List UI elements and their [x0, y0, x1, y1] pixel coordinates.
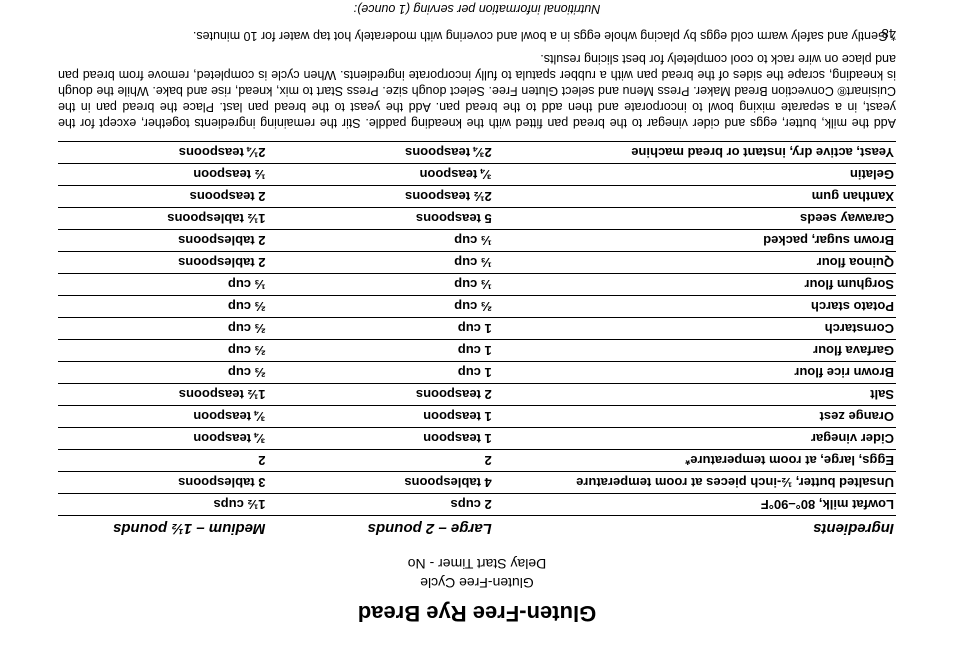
table-row: Garfava flour1 cup⅔ cup — [58, 340, 896, 362]
table-row: Salt2 teaspoons1½ teaspoons — [58, 384, 896, 406]
cell-medium: 2 tablespoons — [58, 230, 268, 252]
recipe-title: Gluten-Free Rye Bread — [58, 600, 896, 626]
cell-ingredient: Potato starch — [494, 296, 896, 318]
cell-medium: ¾ teaspoon — [58, 406, 268, 428]
cell-large: ⅓ cup — [268, 274, 494, 296]
cell-ingredient: Brown rice flour — [494, 362, 896, 384]
cell-large: 1 cup — [268, 318, 494, 340]
cell-medium: ⅔ cup — [58, 318, 268, 340]
cell-medium: 2 tablespoons — [58, 252, 268, 274]
table-row: Cider vinegar1 teaspoon¾ teaspoon — [58, 428, 896, 450]
cell-medium: 2 teaspoons — [58, 186, 268, 208]
cell-large: 1 cup — [268, 362, 494, 384]
cell-ingredient: Quinoa flour — [494, 252, 896, 274]
cell-medium: 3 tablespoons — [58, 472, 268, 494]
cell-large: 2 — [268, 450, 494, 472]
cell-ingredient: Salt — [494, 384, 896, 406]
table-row: Caraway seeds5 teaspoons1½ tablespoons — [58, 208, 896, 230]
nutrition-label: Nutritional information per serving (1 o… — [354, 2, 601, 16]
table-row: Orange zest1 teaspoon¾ teaspoon — [58, 406, 896, 428]
cell-large: 2 cups — [268, 494, 494, 516]
cell-large: 4 tablespoons — [268, 472, 494, 494]
cell-medium: ⅓ cup — [58, 274, 268, 296]
cell-ingredient: Cider vinegar — [494, 428, 896, 450]
table-row: Eggs, large, at room temperature*22 — [58, 450, 896, 472]
cell-ingredient: Xanthan gum — [494, 186, 896, 208]
instructions-text: Add the milk, butter, eggs and cider vin… — [58, 51, 896, 131]
cycle-line-2: Delay Start Timer - No — [408, 556, 546, 572]
cell-ingredient: Brown sugar, packed — [494, 230, 896, 252]
cell-medium: 1½ tablespoons — [58, 208, 268, 230]
cycle-info: Gluten-Free Cycle Delay Start Timer - No — [58, 554, 896, 592]
table-row: Cornstarch1 cup⅔ cup — [58, 318, 896, 340]
cell-medium: ⅔ cup — [58, 362, 268, 384]
cell-medium: ½ teaspoon — [58, 164, 268, 186]
cell-large: ⅓ cup — [268, 252, 494, 274]
cell-medium: ¾ teaspoon — [58, 428, 268, 450]
page-number: 48 — [882, 26, 896, 41]
cell-medium: 1½ teaspoons — [58, 384, 268, 406]
cell-ingredient: Lowfat milk, 80°–90°F — [494, 494, 896, 516]
table-row: Unsalted butter, ½-inch pieces at room t… — [58, 472, 896, 494]
cell-medium: 2¼ teaspoons — [58, 142, 268, 164]
cell-large: 1 teaspoon — [268, 406, 494, 428]
cell-large: 2¾ teaspoons — [268, 142, 494, 164]
table-body: Lowfat milk, 80°–90°F2 cups1½ cupsUnsalt… — [58, 142, 896, 516]
cell-large: 2½ teaspoons — [268, 186, 494, 208]
cell-ingredient: Sorghum flour — [494, 274, 896, 296]
cell-large: ¾ teaspoon — [268, 164, 494, 186]
cell-ingredient: Yeast, active dry, instant or bread mach… — [494, 142, 896, 164]
table-row: Brown rice flour1 cup⅔ cup — [58, 362, 896, 384]
table-row: Sorghum flour⅓ cup⅓ cup — [58, 274, 896, 296]
cell-large: 1 cup — [268, 340, 494, 362]
table-row: Xanthan gum2½ teaspoons2 teaspoons — [58, 186, 896, 208]
table-row: Yeast, active dry, instant or bread mach… — [58, 142, 896, 164]
cell-ingredient: Caraway seeds — [494, 208, 896, 230]
cell-ingredient: Unsalted butter, ½-inch pieces at room t… — [494, 472, 896, 494]
table-row: Quinoa flour⅓ cup2 tablespoons — [58, 252, 896, 274]
table-row: Brown sugar, packed⅓ cup2 tablespoons — [58, 230, 896, 252]
cell-large: 5 teaspoons — [268, 208, 494, 230]
header-large: Large – 2 pounds — [268, 516, 494, 541]
table-row: Potato starch⅔ cup⅔ cup — [58, 296, 896, 318]
cell-medium: ⅔ cup — [58, 296, 268, 318]
cell-medium: 1½ cups — [58, 494, 268, 516]
cell-large: ⅓ cup — [268, 230, 494, 252]
table-header-row: Ingredients Large – 2 pounds Medium – 1½… — [58, 516, 896, 541]
header-ingredients: Ingredients — [494, 516, 896, 541]
cell-large: 1 teaspoon — [268, 428, 494, 450]
footnote-text: * Gently and safely warm cold eggs by pl… — [58, 29, 896, 43]
cell-medium: ⅔ cup — [58, 340, 268, 362]
ingredients-table: Ingredients Large – 2 pounds Medium – 1½… — [58, 141, 896, 540]
cell-large: 2 teaspoons — [268, 384, 494, 406]
cell-large: ⅔ cup — [268, 296, 494, 318]
cycle-line-1: Gluten-Free Cycle — [420, 575, 534, 591]
cell-ingredient: Gelatin — [494, 164, 896, 186]
cell-ingredient: Eggs, large, at room temperature* — [494, 450, 896, 472]
table-row: Lowfat milk, 80°–90°F2 cups1½ cups — [58, 494, 896, 516]
cell-ingredient: Orange zest — [494, 406, 896, 428]
cell-medium: 2 — [58, 450, 268, 472]
cell-ingredient: Cornstarch — [494, 318, 896, 340]
table-row: Gelatin¾ teaspoon½ teaspoon — [58, 164, 896, 186]
header-medium: Medium – 1½ pounds — [58, 516, 268, 541]
recipe-page: Gluten-Free Rye Bread Gluten-Free Cycle … — [0, 0, 954, 664]
nutrition-block: Nutritional information per serving (1 o… — [58, 0, 896, 17]
cell-ingredient: Garfava flour — [494, 340, 896, 362]
